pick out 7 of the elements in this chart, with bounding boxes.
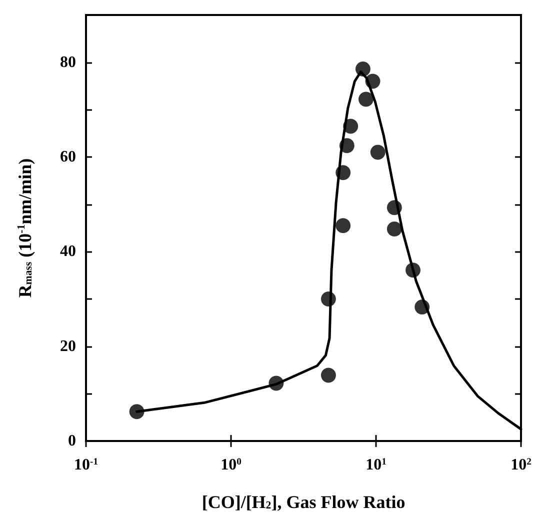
- y-tick-label: 0: [68, 432, 76, 450]
- x-axis-title: [CO]/[H2], Gas Flow Ratio: [202, 492, 406, 512]
- y-tick-label: 20: [60, 338, 76, 355]
- y-tick-label: 40: [60, 243, 76, 260]
- y-tick-label: 80: [60, 54, 76, 71]
- y-axis-title: Rmass (10-1nm/min): [15, 158, 35, 298]
- y-tick-label: 60: [60, 148, 76, 166]
